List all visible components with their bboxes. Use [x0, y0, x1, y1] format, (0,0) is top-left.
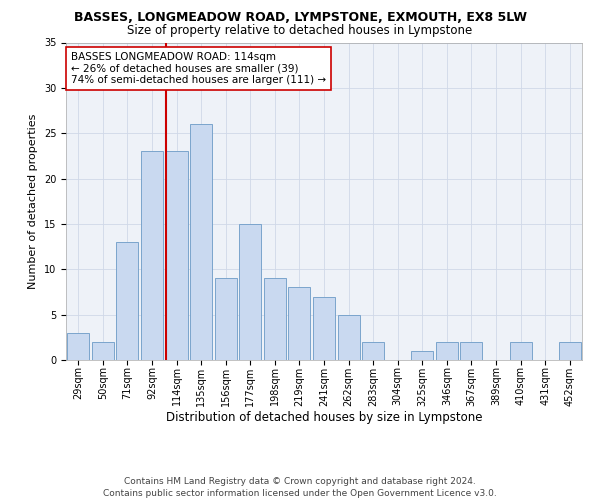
Bar	[116, 242, 139, 360]
Bar	[362, 342, 384, 360]
Bar	[264, 278, 286, 360]
Bar	[92, 342, 114, 360]
Bar	[313, 296, 335, 360]
Text: BASSES LONGMEADOW ROAD: 114sqm
← 26% of detached houses are smaller (39)
74% of : BASSES LONGMEADOW ROAD: 114sqm ← 26% of …	[71, 52, 326, 85]
Bar	[509, 342, 532, 360]
X-axis label: Distribution of detached houses by size in Lympstone: Distribution of detached houses by size …	[166, 411, 482, 424]
Bar	[190, 124, 212, 360]
Bar	[166, 152, 188, 360]
Bar	[559, 342, 581, 360]
Text: Size of property relative to detached houses in Lympstone: Size of property relative to detached ho…	[127, 24, 473, 37]
Bar	[289, 288, 310, 360]
Bar	[215, 278, 237, 360]
Text: BASSES, LONGMEADOW ROAD, LYMPSTONE, EXMOUTH, EX8 5LW: BASSES, LONGMEADOW ROAD, LYMPSTONE, EXMO…	[74, 11, 527, 24]
Bar	[338, 314, 359, 360]
Text: Contains HM Land Registry data © Crown copyright and database right 2024.
Contai: Contains HM Land Registry data © Crown c…	[103, 476, 497, 498]
Bar	[436, 342, 458, 360]
Bar	[141, 152, 163, 360]
Bar	[411, 351, 433, 360]
Bar	[239, 224, 262, 360]
Bar	[67, 333, 89, 360]
Bar	[460, 342, 482, 360]
Y-axis label: Number of detached properties: Number of detached properties	[28, 114, 38, 289]
